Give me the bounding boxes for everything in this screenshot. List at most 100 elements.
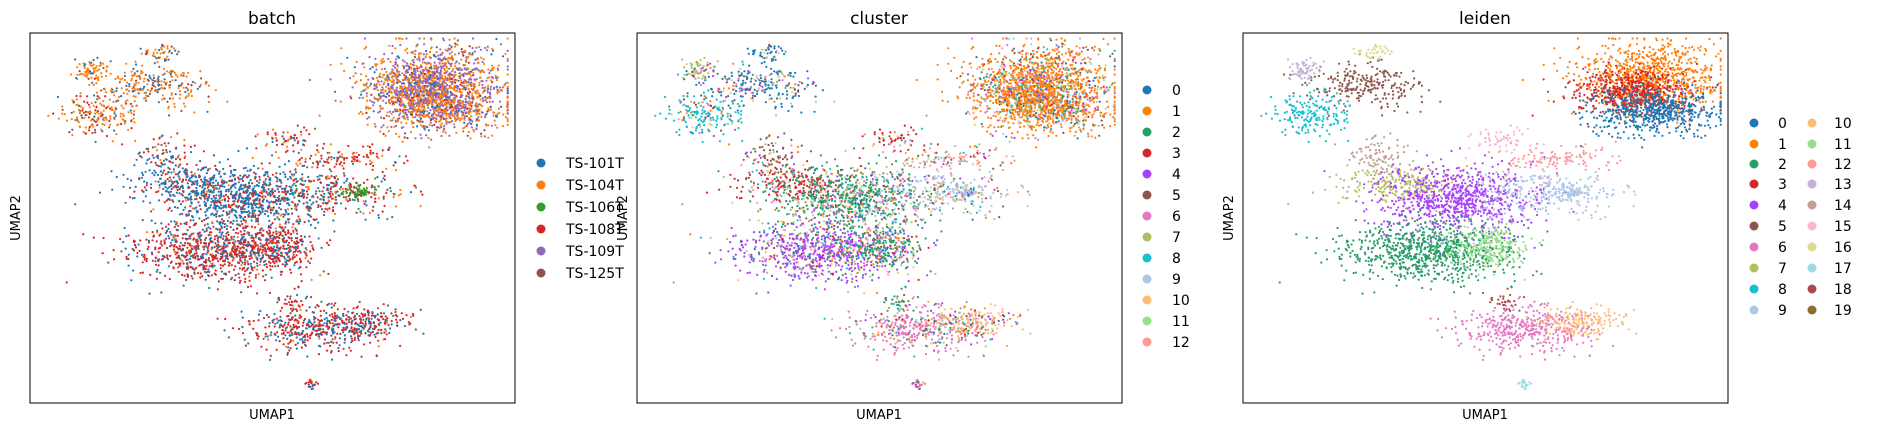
scatter-point xyxy=(481,105,484,108)
scatter-point xyxy=(419,70,422,73)
scatter-point xyxy=(94,67,97,70)
scatter-point xyxy=(214,197,217,200)
scatter-point xyxy=(444,101,447,104)
scatter-point xyxy=(223,223,227,226)
scatter-point xyxy=(207,101,211,104)
scatter-point xyxy=(428,116,431,119)
scatter-point xyxy=(412,61,416,64)
scatter-point xyxy=(179,247,182,250)
scatter-point xyxy=(312,201,315,204)
scatter-point xyxy=(75,76,78,80)
scatter-point xyxy=(389,86,392,89)
scatter-point xyxy=(415,92,418,95)
scatter-point xyxy=(381,76,384,79)
scatter-point xyxy=(144,97,147,100)
scatter-point xyxy=(390,125,393,129)
scatter-point xyxy=(157,164,160,168)
scatter-point xyxy=(102,100,105,103)
scatter-point xyxy=(450,50,454,54)
scatter-point xyxy=(275,209,278,212)
scatter-point xyxy=(300,195,303,198)
scatter-point xyxy=(436,94,439,97)
scatter-point xyxy=(391,216,394,219)
scatter-point xyxy=(498,100,501,103)
scatter-point xyxy=(187,179,190,182)
scatter-point xyxy=(226,252,229,255)
scatter-point xyxy=(255,256,258,259)
scatter-point xyxy=(145,184,148,187)
scatter-point xyxy=(244,225,247,228)
scatter-point xyxy=(235,219,238,222)
scatter-point xyxy=(422,53,425,56)
scatter-point xyxy=(203,200,206,203)
scatter-point xyxy=(259,228,262,231)
scatter-point xyxy=(454,42,457,45)
scatter-point xyxy=(482,62,486,65)
scatter-point xyxy=(351,86,354,89)
scatter-point xyxy=(189,245,192,248)
scatter-point xyxy=(320,208,324,211)
scatter-point xyxy=(254,236,257,239)
scatter-point xyxy=(269,177,272,180)
scatter-point xyxy=(190,174,193,177)
scatter-point xyxy=(125,84,128,87)
scatter-point xyxy=(167,166,170,169)
scatter-point xyxy=(141,88,144,92)
scatter-point xyxy=(284,175,287,179)
scatter-point xyxy=(473,50,476,53)
scatter-point xyxy=(458,77,462,80)
scatter-point xyxy=(376,79,379,82)
scatter-point xyxy=(432,116,435,119)
scatter-point xyxy=(191,254,195,257)
scatter-point xyxy=(168,207,171,210)
scatter-point xyxy=(295,188,298,191)
scatter-point xyxy=(358,96,361,99)
scatter-point xyxy=(161,87,164,90)
scatter-point xyxy=(407,101,411,104)
scatter-point xyxy=(139,155,142,158)
scatter-point xyxy=(426,94,429,97)
scatter-point xyxy=(160,222,163,225)
scatter-point xyxy=(382,99,385,102)
scatter-point xyxy=(105,70,108,73)
scatter-point xyxy=(425,49,428,53)
scatter-point xyxy=(140,176,144,179)
scatter-point xyxy=(264,279,267,282)
scatter-point xyxy=(318,160,322,163)
scatter-point xyxy=(252,164,255,168)
scatter-point xyxy=(153,174,156,177)
scatter-point xyxy=(104,74,108,78)
scatter-point xyxy=(177,224,180,227)
scatter-point xyxy=(394,96,397,99)
scatter-point xyxy=(469,102,472,105)
scatter-point xyxy=(366,99,369,102)
scatter-point xyxy=(157,83,160,86)
scatter-point xyxy=(238,281,241,284)
scatter-point xyxy=(289,170,292,173)
scatter-point xyxy=(86,101,89,104)
scatter-point xyxy=(175,245,178,249)
scatter-point xyxy=(231,208,234,211)
scatter-point xyxy=(283,257,286,260)
scatter-point xyxy=(308,199,311,202)
scatter-point xyxy=(464,80,467,83)
scatter-point xyxy=(326,183,329,187)
scatter-point xyxy=(125,255,128,258)
scatter-point xyxy=(147,245,150,248)
scatter-point xyxy=(444,62,447,65)
scatter-point xyxy=(455,86,459,89)
scatter-point xyxy=(199,238,202,241)
scatter-point xyxy=(289,233,292,236)
scatter-point xyxy=(108,98,111,101)
scatter-point xyxy=(83,116,86,120)
scatter-point xyxy=(221,199,224,202)
scatter-point xyxy=(402,90,405,93)
scatter-point xyxy=(264,195,267,198)
scatter-point xyxy=(183,151,186,154)
scatter-point xyxy=(491,134,494,137)
scatter-point xyxy=(359,110,362,113)
scatter-point xyxy=(412,101,415,104)
scatter-point xyxy=(406,109,409,112)
scatter-point xyxy=(273,189,277,193)
scatter-point xyxy=(410,96,413,99)
